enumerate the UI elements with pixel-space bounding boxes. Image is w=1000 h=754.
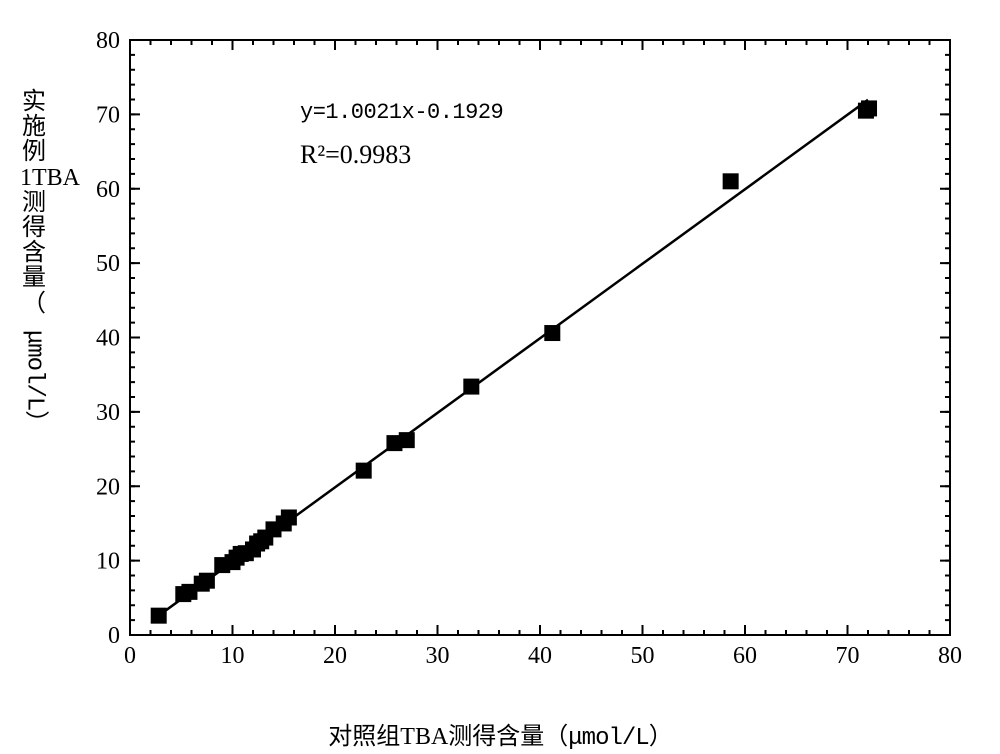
x-axis-label: 对照组TBA测得含量（μmol/L） bbox=[0, 716, 1000, 752]
y-axis-label: 实施例1TBA测得含量（ μmol/L） bbox=[20, 90, 48, 446]
svg-text:70: 70 bbox=[836, 643, 860, 669]
y-axis-label-text: 实施例1TBA测得含量（ bbox=[20, 89, 80, 317]
chart-container: 实施例1TBA测得含量（ μmol/L） 对照组TBA测得含量（μmol/L） … bbox=[0, 0, 1000, 754]
svg-text:80: 80 bbox=[96, 28, 120, 54]
plot-svg: 0102030405060708001020304050607080 bbox=[100, 10, 980, 690]
svg-text:10: 10 bbox=[96, 549, 120, 575]
x-axis-label-text: 对照组TBA测得含量（ bbox=[328, 724, 568, 750]
y-axis-label-unit: μmol/L） bbox=[21, 327, 46, 435]
svg-text:40: 40 bbox=[96, 326, 120, 352]
svg-text:50: 50 bbox=[96, 251, 120, 277]
svg-text:50: 50 bbox=[631, 643, 655, 669]
svg-text:10: 10 bbox=[221, 643, 245, 669]
svg-text:40: 40 bbox=[528, 643, 552, 669]
svg-text:80: 80 bbox=[938, 643, 962, 669]
svg-text:20: 20 bbox=[323, 643, 347, 669]
svg-text:20: 20 bbox=[96, 474, 120, 500]
svg-text:30: 30 bbox=[426, 643, 450, 669]
svg-text:0: 0 bbox=[124, 643, 136, 669]
svg-text:60: 60 bbox=[96, 177, 120, 203]
x-axis-label-unit: μmol/L） bbox=[568, 725, 671, 752]
svg-text:0: 0 bbox=[108, 623, 120, 649]
svg-text:30: 30 bbox=[96, 400, 120, 426]
svg-text:60: 60 bbox=[733, 643, 757, 669]
svg-text:70: 70 bbox=[96, 102, 120, 128]
